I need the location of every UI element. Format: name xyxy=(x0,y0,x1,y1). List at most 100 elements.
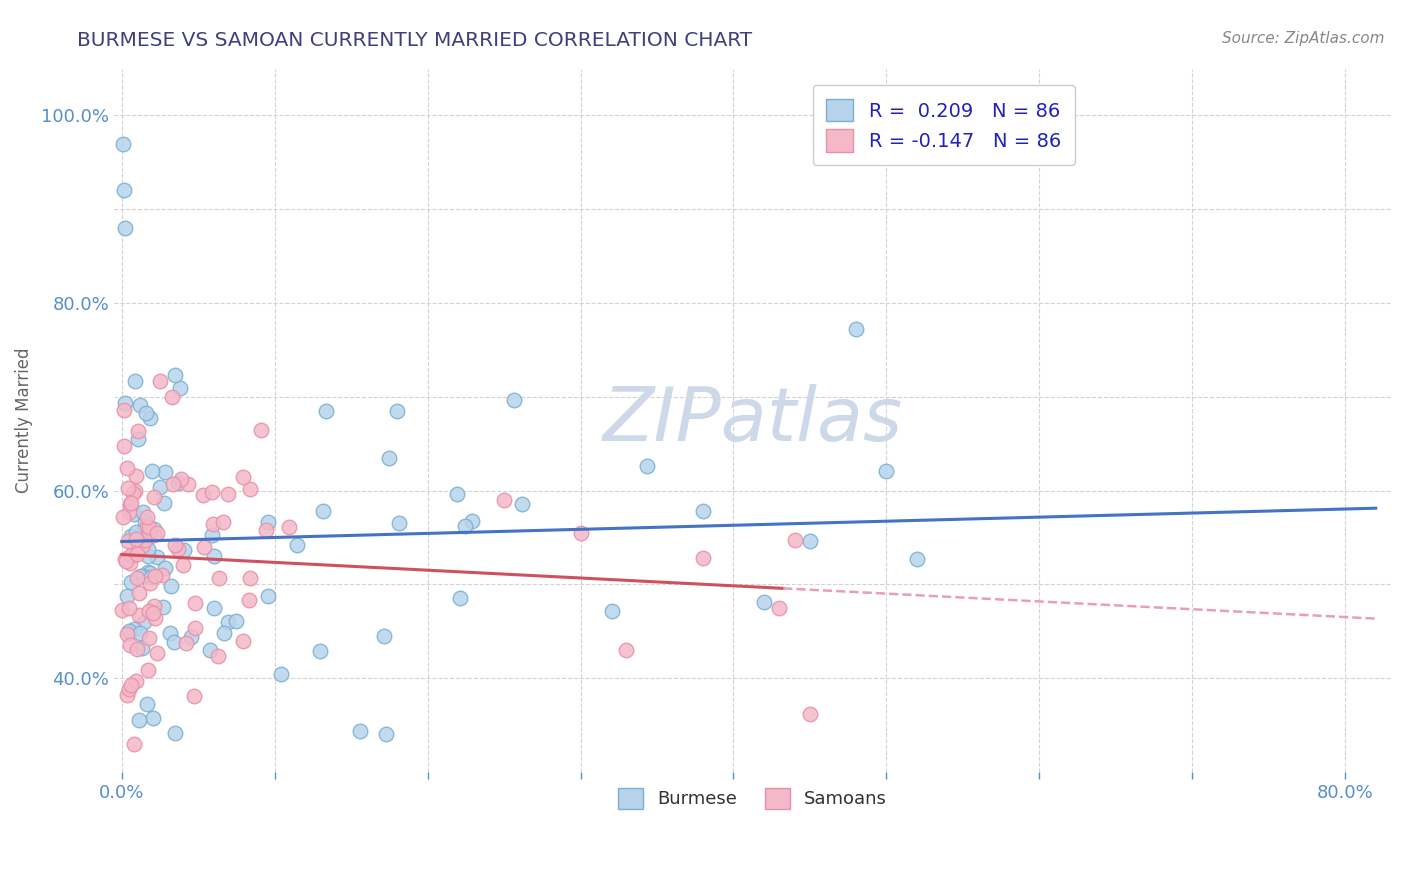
Point xyxy=(122,623,145,637)
Point xyxy=(111,136,134,151)
Point xyxy=(461,514,484,528)
Point xyxy=(375,727,398,741)
Point xyxy=(135,698,157,712)
Point xyxy=(131,539,153,553)
Point xyxy=(446,487,468,501)
Point xyxy=(132,615,155,629)
Point xyxy=(201,484,224,499)
Point xyxy=(783,533,806,547)
Point xyxy=(128,586,150,600)
Point xyxy=(315,404,337,418)
Point xyxy=(139,411,162,425)
Point xyxy=(124,374,146,388)
Point xyxy=(146,646,169,660)
Point xyxy=(176,636,198,650)
Point xyxy=(388,516,411,530)
Point xyxy=(155,465,177,479)
Point xyxy=(162,477,184,491)
Point xyxy=(254,523,277,537)
Point xyxy=(160,390,183,404)
Point xyxy=(143,568,166,582)
Point xyxy=(162,635,184,649)
Point xyxy=(122,737,145,751)
Point xyxy=(569,526,592,541)
Point xyxy=(128,608,150,623)
Point xyxy=(128,713,150,727)
Point xyxy=(117,589,139,603)
Point xyxy=(143,491,166,505)
Point xyxy=(138,604,160,618)
Point xyxy=(256,590,278,604)
Point xyxy=(112,509,135,524)
Point xyxy=(128,569,150,583)
Point xyxy=(257,515,280,529)
Point xyxy=(118,601,141,615)
Point xyxy=(115,554,138,568)
Point xyxy=(232,469,254,483)
Point xyxy=(211,515,233,529)
Point xyxy=(201,528,224,542)
Point xyxy=(184,621,207,635)
Point xyxy=(239,482,262,496)
Point xyxy=(239,571,262,585)
Point xyxy=(117,689,139,703)
Text: Source: ZipAtlas.com: Source: ZipAtlas.com xyxy=(1222,31,1385,46)
Point xyxy=(238,592,260,607)
Point xyxy=(136,510,159,524)
Point xyxy=(155,561,177,575)
Point xyxy=(136,520,159,534)
Point xyxy=(287,538,309,552)
Point xyxy=(118,681,141,696)
Point xyxy=(752,595,775,609)
Point xyxy=(120,529,142,543)
Point xyxy=(167,542,190,557)
Point xyxy=(616,643,638,657)
Point xyxy=(184,595,207,609)
Point xyxy=(112,439,135,453)
Point xyxy=(875,464,897,478)
Point xyxy=(212,626,235,640)
Point xyxy=(312,504,335,518)
Point xyxy=(172,558,194,572)
Point xyxy=(191,487,214,501)
Point xyxy=(134,515,156,529)
Point xyxy=(232,633,254,648)
Point xyxy=(349,724,371,739)
Point xyxy=(202,516,225,531)
Point xyxy=(139,575,162,590)
Point xyxy=(152,599,174,614)
Point xyxy=(118,624,141,638)
Point xyxy=(138,520,160,534)
Point xyxy=(193,541,215,555)
Legend: Burmese, Samoans: Burmese, Samoans xyxy=(610,780,894,816)
Point xyxy=(142,607,165,621)
Point xyxy=(125,571,148,585)
Point xyxy=(207,649,229,664)
Point xyxy=(120,548,142,562)
Point xyxy=(134,536,156,550)
Point xyxy=(124,532,146,546)
Point xyxy=(149,375,172,389)
Point xyxy=(510,497,533,511)
Point xyxy=(270,667,292,681)
Point xyxy=(120,556,142,570)
Point xyxy=(149,480,172,494)
Point xyxy=(142,711,165,725)
Point xyxy=(120,678,142,692)
Point xyxy=(146,550,169,565)
Point xyxy=(308,644,330,658)
Point xyxy=(799,534,821,549)
Point xyxy=(117,481,139,495)
Point xyxy=(494,492,516,507)
Point xyxy=(202,600,225,615)
Point xyxy=(138,542,160,557)
Point xyxy=(138,632,160,646)
Point xyxy=(114,552,136,566)
Point xyxy=(387,404,409,418)
Point xyxy=(121,549,143,564)
Point xyxy=(127,424,149,438)
Point xyxy=(160,579,183,593)
Point xyxy=(125,525,148,540)
Point xyxy=(120,496,142,510)
Point xyxy=(120,497,142,511)
